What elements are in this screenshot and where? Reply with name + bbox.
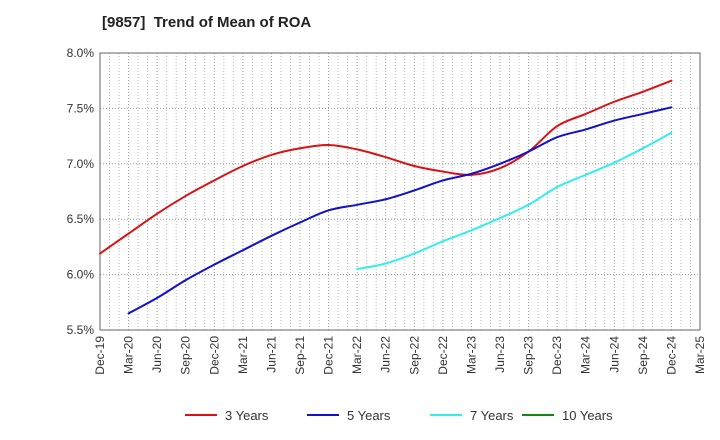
series-line-5-years: [127, 106, 673, 315]
x-tick-label: Dec-24: [664, 336, 678, 375]
legend-label-5-years: 5 Years: [347, 408, 391, 423]
series-line-7-years: [356, 131, 673, 271]
x-tick-label: Dec-23: [550, 336, 564, 375]
x-tick-label: Mar-25: [693, 336, 707, 374]
x-tick-label: Dec-19: [93, 336, 107, 375]
x-tick-label: Mar-21: [236, 336, 250, 374]
legend-label-7-years: 7 Years: [470, 408, 514, 423]
x-tick-label: Dec-22: [436, 336, 450, 375]
y-tick-label: 7.0%: [67, 157, 95, 171]
x-tick-label: Jun-21: [264, 336, 278, 373]
legend-label-3-years: 3 Years: [225, 408, 269, 423]
x-tick-label: Dec-20: [207, 336, 221, 375]
plot-frame: [99, 52, 701, 331]
x-tick-label: Dec-21: [322, 336, 336, 375]
series-layer: [99, 79, 673, 315]
x-tick-label: Sep-24: [636, 336, 650, 375]
series-line-3-years: [99, 79, 673, 255]
x-tick-label: Mar-24: [579, 336, 593, 374]
y-tick-label: 6.0%: [67, 268, 95, 282]
y-tick-label: 8.0%: [67, 46, 95, 60]
grid-layer: [100, 53, 700, 330]
chart-title: [9857] Trend of Mean of ROA: [102, 14, 312, 31]
x-tick-label: Jun-24: [607, 336, 621, 373]
x-tick-label: Jun-20: [150, 336, 164, 373]
x-tick-label: Jun-23: [493, 336, 507, 373]
y-tick-label: 7.5%: [67, 101, 95, 115]
x-tick-label: Jun-22: [379, 336, 393, 373]
axis-layer: 5.5% 6.0% 6.5% 7.0% 7.5% 8.0% Dec-19 Mar-20 Jun-…: [67, 46, 707, 375]
x-tick-label: Sep-20: [179, 336, 193, 375]
x-tick-label: Sep-23: [522, 336, 536, 375]
legend-label-10-years: 10 Years: [562, 408, 613, 423]
y-tick-label: 6.5%: [67, 212, 95, 226]
x-tick-label: Sep-21: [293, 336, 307, 375]
legend: 3 Years 5 Years 7 Years 10 Years: [185, 408, 613, 423]
y-tick-label: 5.5%: [67, 323, 95, 337]
x-tick-label: Mar-20: [122, 336, 136, 374]
x-tick-label: Sep-22: [407, 336, 421, 375]
x-tick-label: Mar-22: [350, 336, 364, 374]
x-tick-label: Mar-23: [464, 336, 478, 374]
